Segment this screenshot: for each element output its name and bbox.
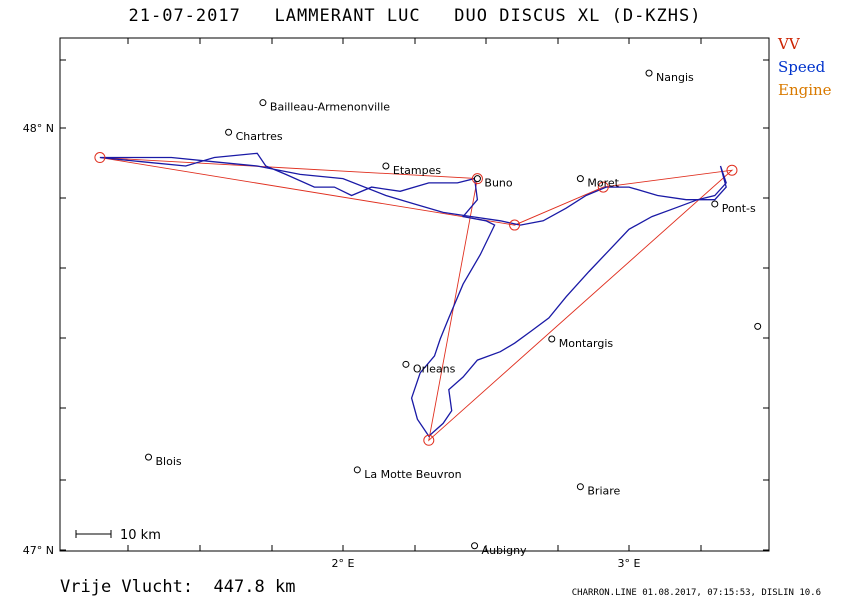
turnpoint-marker — [726, 164, 738, 176]
town-marker-icon — [754, 322, 762, 330]
town-marker-icon — [259, 99, 267, 107]
town-label: Moret — [587, 177, 619, 190]
task-route-line — [99, 157, 734, 442]
page-title: 21-07-2017 LAMMERANT LUC DUO DISCUS XL (… — [128, 6, 702, 26]
town-marker-icon — [353, 466, 361, 474]
distance-label: Vrije Vlucht: — [60, 577, 194, 597]
distance-value: 447.8 km — [213, 577, 296, 597]
latitude-labels: 48° N 47° N — [23, 122, 54, 557]
town-marker-icon — [471, 542, 479, 550]
legend-speed: Speed — [778, 58, 826, 76]
town-label: Bailleau-Armenonville — [270, 101, 390, 114]
town-label: Chartres — [236, 130, 283, 143]
footer-info: CHARRON.LINE 01.08.2017, 07:15:53, DISLI… — [571, 588, 821, 598]
turnpoint-marker — [597, 181, 609, 193]
town-label: Montargis — [559, 337, 614, 350]
turnpoint-marker — [423, 434, 435, 446]
turnpoint-marker — [471, 173, 483, 185]
longitude-labels: 2° E 3° E — [332, 557, 641, 570]
town-marker-icon — [576, 175, 584, 183]
legend-engine: Engine — [778, 81, 832, 99]
town-marker-icon — [473, 175, 481, 183]
town-markers: Nangis Bailleau-Armenonville Chartres Etamp… — [145, 69, 762, 557]
longitude-label: 2° E — [332, 557, 355, 570]
town-marker-icon — [225, 128, 233, 136]
town-marker-icon — [548, 335, 556, 343]
town-label: Nangis — [656, 71, 694, 84]
town-marker-icon — [645, 69, 653, 77]
town-label: Aubigny — [482, 544, 527, 557]
town-label: Briare — [587, 485, 620, 498]
turnpoint-markers — [94, 152, 738, 446]
axis-ticks — [60, 38, 769, 551]
scale-bar: 10 km — [75, 528, 161, 543]
longitude-label: 3° E — [618, 557, 641, 570]
free-flight-distance: Vrije Vlucht: 447.8 km — [60, 577, 295, 597]
town-label: Blois — [156, 455, 182, 468]
town-label: Pont-s — [722, 202, 756, 215]
turnpoint-marker — [509, 219, 521, 231]
town-marker-icon — [576, 483, 584, 491]
town-marker-icon — [145, 453, 153, 461]
town-label: Etampes — [393, 164, 441, 177]
town-label: Buno — [484, 177, 512, 190]
turnpoint-marker — [94, 152, 106, 164]
scale-bar-label: 10 km — [120, 528, 161, 543]
town-label: La Motte Beuvron — [364, 468, 461, 481]
flight-track-line — [99, 152, 727, 438]
town-marker-icon — [402, 360, 410, 368]
legend-vv: VV — [778, 35, 800, 53]
town-marker-icon — [711, 200, 719, 208]
latitude-label: 48° N — [23, 122, 54, 135]
town-label: Orleans — [413, 362, 456, 375]
latitude-label: 47° N — [23, 544, 54, 557]
town-marker-icon — [382, 162, 390, 170]
